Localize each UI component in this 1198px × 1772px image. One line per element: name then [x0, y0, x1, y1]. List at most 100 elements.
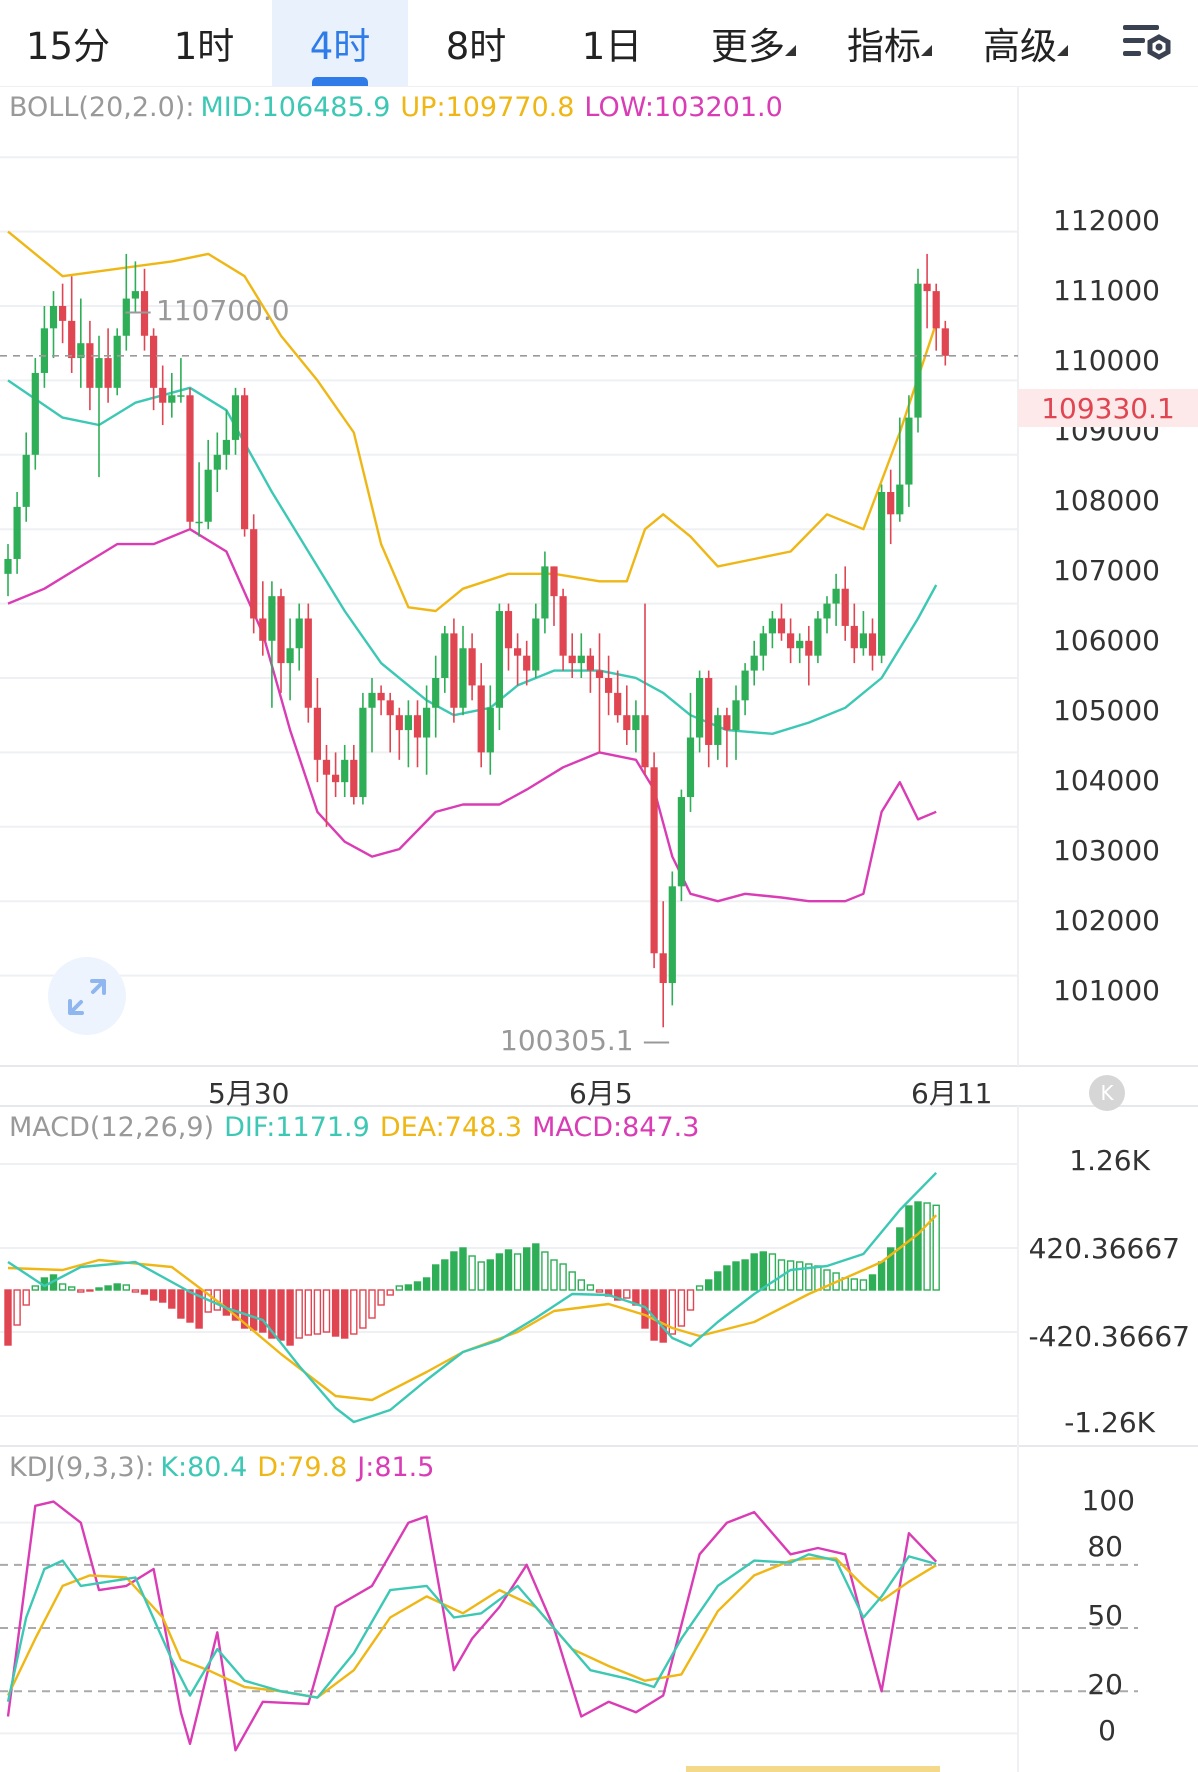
macd-histogram-bar: [67, 1286, 76, 1291]
boll-lower-line: [7, 528, 937, 903]
candle-body: [668, 886, 676, 984]
dropdown-caret-icon: [1057, 45, 1068, 56]
macd-histogram-bar: [814, 1265, 822, 1291]
macd-histogram-bar: [759, 1251, 767, 1291]
macd-histogram-bar: [177, 1289, 185, 1319]
kdj-d-value: D:79.8: [257, 1452, 348, 1483]
macd-histogram-bar: [768, 1253, 777, 1291]
macd-histogram-bar: [659, 1289, 667, 1343]
tab-label: 1时: [173, 25, 235, 68]
macd-histogram-bar: [932, 1204, 940, 1291]
macd-histogram-bar: [86, 1289, 94, 1292]
tab-1h[interactable]: 1时: [136, 0, 272, 86]
x-axis-label: 5月30: [208, 1077, 290, 1110]
macd-histogram-bar: [350, 1289, 358, 1335]
candle-body: [423, 707, 431, 738]
macd-histogram-bar: [668, 1289, 676, 1335]
candle-body: [104, 358, 112, 388]
candle-body: [750, 655, 758, 671]
candle-body: [486, 707, 494, 753]
low-annotation-value: 100305.1: [500, 1024, 634, 1057]
macd-dea-line: [7, 1214, 938, 1402]
candle-body: [941, 328, 949, 356]
candle-body: [595, 670, 604, 678]
macd-dif-line: [7, 1171, 938, 1424]
tab-advanced[interactable]: 高级: [952, 0, 1088, 86]
candle-body: [4, 558, 12, 574]
macd-histogram-bar: [541, 1251, 549, 1291]
macd-histogram-bar: [623, 1289, 631, 1299]
tab-more[interactable]: 更多: [680, 0, 816, 86]
x-axis-label: 6月11: [911, 1077, 993, 1110]
boll-low-value: LOW:103201.0: [584, 92, 783, 123]
macd-histogram-bar: [158, 1289, 167, 1303]
macd-histogram-bar: [386, 1289, 394, 1296]
kdj-d-line: [6, 1557, 937, 1699]
candle-body: [222, 439, 230, 455]
tab-indicators[interactable]: 指标: [816, 0, 952, 86]
macd-histogram-bar: [677, 1289, 686, 1327]
kdj-k-line: [6, 1553, 937, 1703]
macd-histogram-bar: [4, 1289, 12, 1346]
chart-settings-button[interactable]: [1098, 0, 1198, 86]
boll-legend: BOLL(20,2.0): MID:106485.9 UP:109770.8 LOW:…: [9, 92, 793, 123]
candle-body: [322, 759, 331, 775]
macd-histogram-bar: [513, 1253, 522, 1291]
candle-body: [932, 291, 940, 329]
macd-histogram-bar: [459, 1247, 467, 1291]
macd-histogram-bar: [368, 1289, 376, 1319]
candle-body: [495, 611, 503, 708]
scroll-position-indicator: [686, 1766, 940, 1772]
tab-1d[interactable]: 1日: [544, 0, 680, 86]
candle-body: [259, 618, 267, 641]
macd-histogram-bar: [377, 1289, 385, 1306]
candle-body: [159, 387, 167, 403]
fullscreen-button[interactable]: [48, 957, 126, 1035]
macd-histogram-bar: [359, 1289, 367, 1329]
macd-histogram-bar: [477, 1261, 485, 1291]
price-axis-label: 112000: [1053, 204, 1160, 237]
tab-4h[interactable]: 4时: [272, 0, 408, 86]
candle-body: [386, 700, 394, 716]
macd-histogram-bar: [304, 1289, 312, 1336]
candle-body: [49, 306, 58, 329]
tab-8h[interactable]: 8时: [408, 0, 544, 86]
candle-body: [805, 640, 813, 656]
macd-histogram-bar: [432, 1264, 440, 1291]
scroll-to-latest-button[interactable]: K: [1089, 1075, 1125, 1111]
macd-histogram-bar: [450, 1251, 458, 1291]
candle-body: [632, 715, 640, 731]
boll-mid-value: MID:106485.9: [200, 92, 391, 123]
candle-body: [22, 454, 30, 507]
dropdown-caret-icon: [921, 45, 932, 56]
macd-histogram-bar: [331, 1289, 340, 1337]
macd-histogram-bar: [586, 1284, 595, 1291]
macd-histogram-bar: [714, 1271, 722, 1291]
candle-body: [332, 774, 340, 783]
tab-label: 高级: [983, 25, 1057, 68]
macd-histogram-bar: [113, 1283, 121, 1291]
high-annotation-value: 110700.0: [156, 294, 290, 327]
timeframe-tab-bar: 15分 1时 4时 8时 1日 更多 指标 高级: [0, 0, 1198, 87]
boll-label: BOLL(20,2.0):: [9, 92, 195, 123]
candle-body: [532, 618, 540, 671]
candle-body: [586, 655, 594, 671]
macd-histogram-bar: [313, 1289, 322, 1335]
candle-body: [195, 521, 203, 524]
candle-body: [541, 566, 549, 619]
macd-axis-label: 1.26K: [1069, 1144, 1150, 1177]
candle-body: [368, 692, 376, 708]
macd-histogram-bar: [859, 1279, 868, 1291]
kdj-j-value: J:81.5: [357, 1452, 435, 1483]
candle-body: [231, 395, 240, 440]
candle-body: [914, 283, 922, 418]
macd-histogram-bar: [723, 1265, 731, 1291]
kdj-axis-label: 80: [1087, 1530, 1123, 1563]
candle-body: [796, 640, 804, 649]
scroll-to-latest-icon: K: [1100, 1081, 1114, 1105]
macd-histogram-bar: [122, 1284, 131, 1291]
price-axis-label: 104000: [1053, 764, 1160, 797]
candle-body: [768, 618, 776, 634]
tab-15min[interactable]: 15分: [0, 0, 136, 86]
